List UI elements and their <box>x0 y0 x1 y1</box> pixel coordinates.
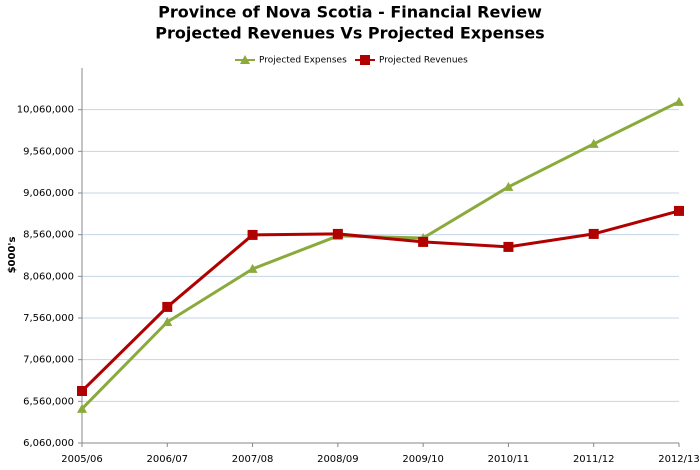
series-line <box>80 209 680 393</box>
y-tick-label: 7,560,000 <box>23 313 74 324</box>
data-point <box>332 228 343 239</box>
y-tick-label: 7,060,000 <box>23 355 74 366</box>
y-tick-label: 6,060,000 <box>23 438 74 449</box>
x-tick-label: 2008/09 <box>317 454 359 465</box>
data-point <box>247 263 258 273</box>
x-tick-label: 2007/08 <box>232 454 274 465</box>
data-point <box>588 138 599 148</box>
chart-title: Province of Nova Scotia - Financial Revi… <box>158 3 542 22</box>
y-tick-label: 8,560,000 <box>23 230 74 241</box>
x-tick-label: 2011/12 <box>573 454 615 465</box>
data-point <box>247 229 258 240</box>
x-tick-label: 2012/13 <box>658 454 700 465</box>
y-tick-label: 9,560,000 <box>23 146 74 157</box>
legend-label: Projected Expenses <box>259 56 347 66</box>
data-point <box>162 301 173 312</box>
data-point <box>674 205 684 216</box>
data-point <box>503 241 514 252</box>
data-point <box>418 236 429 247</box>
legend-label: Projected Revenues <box>379 56 468 66</box>
y-tick-label: 6,560,000 <box>23 396 74 407</box>
x-tick-label: 2006/07 <box>147 454 189 465</box>
data-point <box>77 403 87 413</box>
y-tick-label: 8,060,000 <box>23 271 74 282</box>
y-axis-label: $000's <box>7 237 18 274</box>
legend-marker <box>240 55 250 64</box>
y-tick-label: 9,060,000 <box>23 188 74 199</box>
legend-marker <box>360 55 370 65</box>
x-tick-label: 2010/11 <box>488 454 530 465</box>
data-point <box>588 228 599 239</box>
y-tick-label: 10,060,000 <box>17 105 74 116</box>
data-point <box>162 317 173 326</box>
data-point <box>674 96 684 106</box>
chart-subtitle: Projected Revenues Vs Projected Expenses <box>155 24 544 43</box>
data-point <box>77 386 87 396</box>
x-tick-label: 2009/10 <box>402 454 444 465</box>
x-tick-label: 2005/06 <box>61 454 103 465</box>
data-point <box>503 181 514 191</box>
